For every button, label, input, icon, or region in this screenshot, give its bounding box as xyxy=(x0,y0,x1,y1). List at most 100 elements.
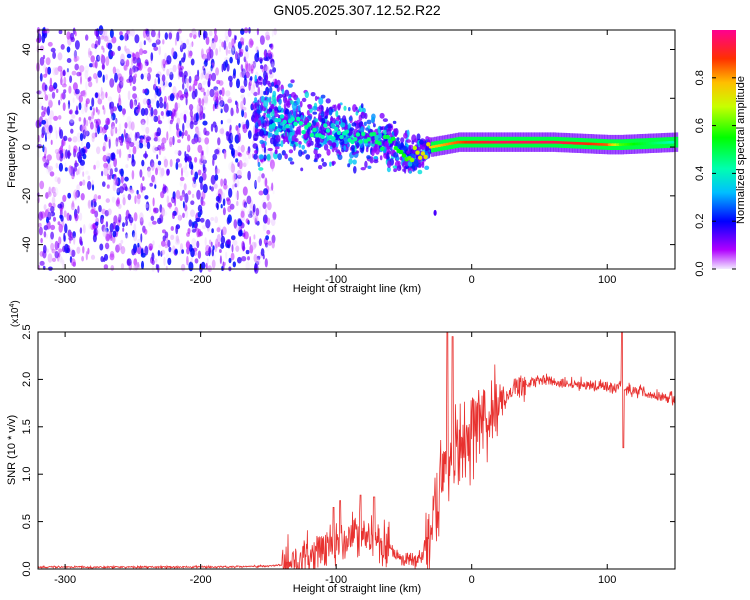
spectrogram-cell xyxy=(85,34,89,41)
spectrogram-cell xyxy=(74,40,80,50)
spectrogram-cell xyxy=(293,111,297,117)
spectrogram-cell xyxy=(78,95,84,103)
spectrogram-cell xyxy=(157,217,162,225)
spectrogram-ridge-cell xyxy=(418,155,423,160)
spectrogram-cell xyxy=(298,143,302,148)
spectrogram-cell xyxy=(220,96,224,106)
spectrogram-cell xyxy=(167,257,172,266)
spectrogram-cell xyxy=(175,189,181,200)
spectrogram-cell xyxy=(227,214,232,224)
spectrogram-cell xyxy=(190,169,193,176)
spectrogram-cell xyxy=(130,69,135,74)
spectrogram-cell xyxy=(187,228,191,234)
spectrogram-cell xyxy=(249,236,252,246)
spectrogram-cell xyxy=(52,216,57,222)
spectrogram-cell xyxy=(101,126,107,134)
spectrogram-cell xyxy=(250,64,255,71)
spectrogram-cell xyxy=(118,105,123,112)
spectrogram-cell xyxy=(392,165,398,169)
spectrogram-cell xyxy=(222,148,227,154)
spectrogram-cell xyxy=(91,184,95,191)
spectrogram-cell xyxy=(126,48,129,54)
spectrogram-cell xyxy=(198,131,202,141)
spectrogram-cell xyxy=(102,64,105,70)
spectrogram-cell xyxy=(335,120,340,125)
spectrogram-cell xyxy=(41,105,44,111)
spectrogram-cell xyxy=(220,204,223,209)
spectrogram-cell xyxy=(166,102,169,112)
spectrogram-cell xyxy=(370,116,375,123)
spectrogram-cell xyxy=(202,80,206,86)
spectrogram-cell xyxy=(221,87,225,97)
spectrogram-cell xyxy=(190,257,193,263)
spectrogram-cell xyxy=(240,100,244,111)
spectrogram-cell xyxy=(38,211,43,221)
spectrogram-cell xyxy=(272,189,275,195)
spectrogram-ridge-cell xyxy=(334,126,339,132)
spectrogram-cell xyxy=(113,157,117,168)
spectrogram-cell xyxy=(110,152,114,161)
spectrogram-cell xyxy=(159,96,163,103)
spectrogram-cell xyxy=(148,38,152,43)
spectrogram-cell xyxy=(304,116,309,125)
spectrogram-cell xyxy=(205,36,210,45)
spectrogram-cell xyxy=(403,132,408,139)
spectrogram-cell xyxy=(245,249,250,255)
spectrogram-cell xyxy=(340,122,346,128)
spectrogram-cell xyxy=(109,28,114,39)
spectrogram-cell xyxy=(413,159,419,167)
spectrogram-cell xyxy=(221,126,225,136)
spectrogram-cell xyxy=(78,117,82,122)
spectrogram-cell xyxy=(66,58,72,63)
spectrogram-cell xyxy=(68,85,72,94)
spectrogram-cell xyxy=(71,70,77,76)
spectrogram-cell xyxy=(45,164,51,175)
spectrogram-cell xyxy=(111,196,117,203)
spectrogram-cell xyxy=(206,89,210,97)
spectrogram-cell xyxy=(216,234,221,243)
spectrogram-cell xyxy=(101,28,105,38)
spectrogram-cell xyxy=(204,58,208,63)
spectrogram-cell xyxy=(144,107,149,116)
spectrogram-cell xyxy=(270,137,275,145)
spectrogram-cell xyxy=(318,165,323,170)
spectrogram-cell xyxy=(335,110,339,118)
spectrogram-cell xyxy=(386,166,391,173)
spectrogram-cell xyxy=(240,94,245,99)
spectrogram-cell xyxy=(139,169,143,178)
spectrogram-cell xyxy=(416,133,421,141)
spectrogram-cell xyxy=(197,211,202,218)
spectrogram-cell xyxy=(366,155,371,160)
spectrogram-cell xyxy=(225,131,230,137)
spectrogram-cell xyxy=(53,191,57,198)
spectrogram-cell xyxy=(259,131,263,137)
spectrogram-cell xyxy=(108,160,114,171)
spectrogram-cell xyxy=(266,97,272,103)
spectrogram-cell xyxy=(201,68,204,76)
spectrogram-cell xyxy=(365,127,369,131)
spectrogram-cell xyxy=(222,207,226,216)
spectrogram-cell xyxy=(254,122,259,129)
spectrogram-cell xyxy=(91,97,95,107)
spectrogram-cell xyxy=(138,48,144,56)
spectrogram-cell xyxy=(206,257,209,265)
spectrogram-cell xyxy=(204,96,209,104)
spectrogram-cell xyxy=(54,251,59,259)
spectrogram-cell xyxy=(284,153,288,160)
spectrogram-cell xyxy=(244,50,249,60)
spectrogram-cell xyxy=(203,30,206,41)
spectrogram-cell xyxy=(74,110,79,115)
spectrogram-cell xyxy=(105,152,110,160)
spectrogram-cell xyxy=(191,90,196,100)
spectrogram-cell xyxy=(187,190,192,195)
spectrogram-cell xyxy=(271,182,274,191)
spectrogram-cell xyxy=(76,132,82,143)
spectrogram-cell xyxy=(54,67,59,76)
spectrogram-cell xyxy=(58,236,62,245)
spectrogram-cell xyxy=(160,191,165,199)
spectrogram-cell xyxy=(114,167,118,173)
spectrogram-cell xyxy=(277,153,283,161)
spectrogram-cell xyxy=(112,66,117,75)
spectrogram-cell xyxy=(154,92,157,99)
spectrogram-cell xyxy=(85,130,90,137)
